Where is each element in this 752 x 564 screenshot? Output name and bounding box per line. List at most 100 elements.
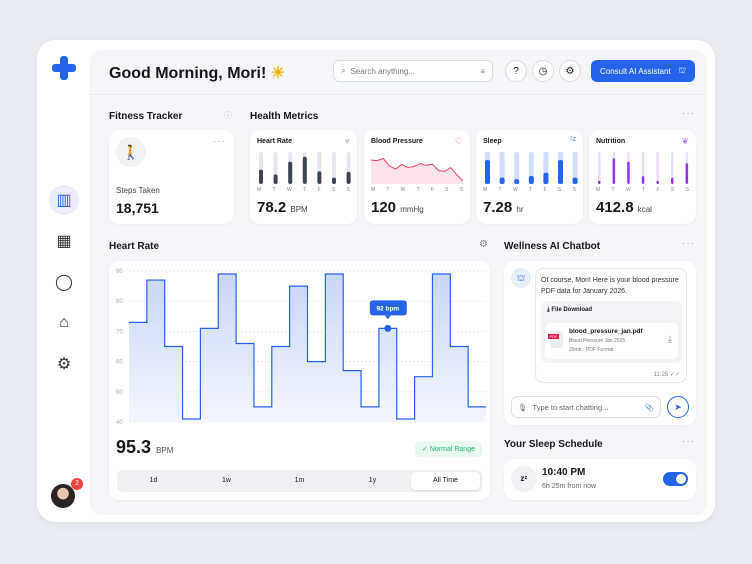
bar-track <box>528 152 534 184</box>
main: Good Morning, Mori! ☀ ⌕ Search anything..… <box>90 50 707 515</box>
metric-label: Sleep <box>483 138 502 145</box>
tab-1m[interactable]: 1m <box>294 477 305 484</box>
blood-pressure-card[interactable]: Blood Pressure ♡ M T W T F S S 120 mmHg <box>364 130 470 224</box>
chart-icon[interactable]: ▥ <box>49 185 79 215</box>
metric-value: 7.28 <box>483 199 513 216</box>
day-label: S <box>685 187 689 193</box>
greeting: Good Morning, Mori! <box>109 65 267 82</box>
bar-track <box>499 152 505 184</box>
bp-line <box>370 157 464 182</box>
day-label: W <box>625 187 631 193</box>
heart-rate-chart[interactable]: 90 80 70 60 50 40 92 bpm <box>109 261 490 426</box>
more-icon[interactable]: ··· <box>213 136 226 147</box>
fitness-card: 🚶 ··· Steps Taken 18,751 <box>109 130 234 224</box>
day-label: T <box>272 187 276 193</box>
day-label: M <box>483 187 488 193</box>
sleep-bars <box>485 152 578 184</box>
day-label: T <box>386 187 390 193</box>
day-label: W <box>512 187 518 193</box>
tooltip-arrow <box>384 315 391 320</box>
bar <box>273 174 278 184</box>
user-icon[interactable]: ◯ <box>55 274 73 291</box>
tooltip-text: 92 bpm <box>376 305 399 312</box>
sleep-toggle[interactable] <box>663 472 688 486</box>
calendar-icon[interactable]: ▦ <box>56 233 72 250</box>
search-input[interactable]: ⌕ Search anything... ≡ <box>333 60 493 82</box>
day-label: S <box>459 187 463 193</box>
help-button[interactable]: ? <box>505 60 527 82</box>
walking-icon: 🚶 <box>116 137 146 167</box>
day-label: T <box>642 187 646 193</box>
bar <box>572 177 578 184</box>
settings-button[interactable]: ⚙ <box>559 60 581 82</box>
microphone-icon[interactable]: 🎙 <box>518 402 528 412</box>
bar <box>543 172 549 184</box>
more-icon[interactable]: ··· <box>682 436 695 447</box>
divider <box>90 94 707 95</box>
heart-chart-title: Heart Rate <box>109 241 160 252</box>
bar <box>612 158 616 184</box>
bar <box>685 163 689 184</box>
heart-pulse-icon: ♡ <box>454 136 463 146</box>
home-icon[interactable]: ⌂ <box>59 314 69 331</box>
day-label: M <box>257 187 262 193</box>
bar-track <box>656 152 659 184</box>
bar <box>302 156 307 184</box>
file-attachment: ⤓ File Download PDF blood_pressure_jan.p… <box>541 301 682 363</box>
y-tick-label: 70 <box>116 329 123 335</box>
range-tabs: 1d 1w 1m 1y All Time <box>117 470 482 492</box>
bar <box>485 160 490 184</box>
metric-unit: hr <box>516 205 524 214</box>
filter-icon[interactable]: ≡ <box>480 66 485 76</box>
bar <box>259 169 263 184</box>
download-icon[interactable]: ⤓ <box>668 334 672 344</box>
chart-settings-icon[interactable]: ⚙ <box>479 239 488 250</box>
sleep-schedule-title: Your Sleep Schedule <box>504 439 603 450</box>
status-text: Normal Range <box>429 446 475 453</box>
metrics-title: Health Metrics <box>250 111 319 122</box>
metric-unit: BPM <box>290 205 308 214</box>
sleep-schedule-card: zᶻ 10:40 PM 6h 25m from now <box>504 459 696 500</box>
metric-value: 412.8 <box>596 199 634 216</box>
more-icon[interactable]: ··· <box>682 108 695 119</box>
timer-button[interactable]: ◷ <box>532 60 554 82</box>
y-tick-label: 90 <box>116 269 123 275</box>
send-button[interactable]: ➤ <box>667 396 689 418</box>
steps-label: Steps Taken <box>116 186 160 195</box>
notification-badge: 2 <box>71 478 83 490</box>
bp-line-chart <box>370 157 464 184</box>
y-tick-label: 50 <box>116 390 123 396</box>
check-icon: ✓ <box>422 446 428 453</box>
y-tick-label: 60 <box>116 360 123 366</box>
cta-label: Consult AI Assistant <box>599 66 671 76</box>
chat-input[interactable]: 🎙 Type to start chatting... 📎 <box>511 396 661 418</box>
sleep-time: 10:40 PM <box>542 467 586 478</box>
heart-rate-chart-card: 90 80 70 60 50 40 92 bpm 95.3 BPM ✓ Normal Ran… <box>109 261 490 500</box>
day-label: F <box>656 187 660 193</box>
file-item[interactable]: PDF blood_pressure_jan.pdf Blood Pressur… <box>545 323 678 359</box>
zzz-icon: zᶻ <box>511 466 537 492</box>
tooltip <box>369 300 407 316</box>
bar-track <box>514 152 520 184</box>
consult-ai-button[interactable]: Consult AI Assistant ⛫ <box>591 60 695 82</box>
tab-all-time[interactable]: All Time <box>411 472 480 490</box>
sidebar: ▥ ▦ ◯ ⌂ ⚙ 2 <box>37 40 90 522</box>
bar-track <box>572 152 578 184</box>
tab-1d[interactable]: 1d <box>149 477 158 484</box>
zzz-icon: ᶻz <box>569 136 576 143</box>
nutrition-card[interactable]: Nutrition ❦ M T W T F S S 412.8 kcal <box>589 130 696 224</box>
tab-1w[interactable]: 1w <box>222 477 231 484</box>
help-icon[interactable]: ⓘ <box>224 111 232 120</box>
app-window: ▥ ▦ ◯ ⌂ ⚙ 2 Good Morning, Mori! ☀ ⌕ Searc… <box>37 40 715 522</box>
sleep-card[interactable]: Sleep ᶻz M T W T F S S 7.28 hr <box>476 130 583 224</box>
heart-rate-card[interactable]: Heart Rate ♥ M T W T F S S 78.2 BPM <box>250 130 357 224</box>
day-label: S <box>346 187 350 193</box>
logo-plus-icon <box>52 56 76 80</box>
settings-icon[interactable]: ⚙ <box>56 356 72 373</box>
day-label: S <box>445 187 449 193</box>
bp-area <box>371 158 463 184</box>
more-icon[interactable]: ··· <box>682 238 695 249</box>
attach-icon[interactable]: 📎 <box>644 402 654 412</box>
tab-1y[interactable]: 1y <box>368 477 377 484</box>
